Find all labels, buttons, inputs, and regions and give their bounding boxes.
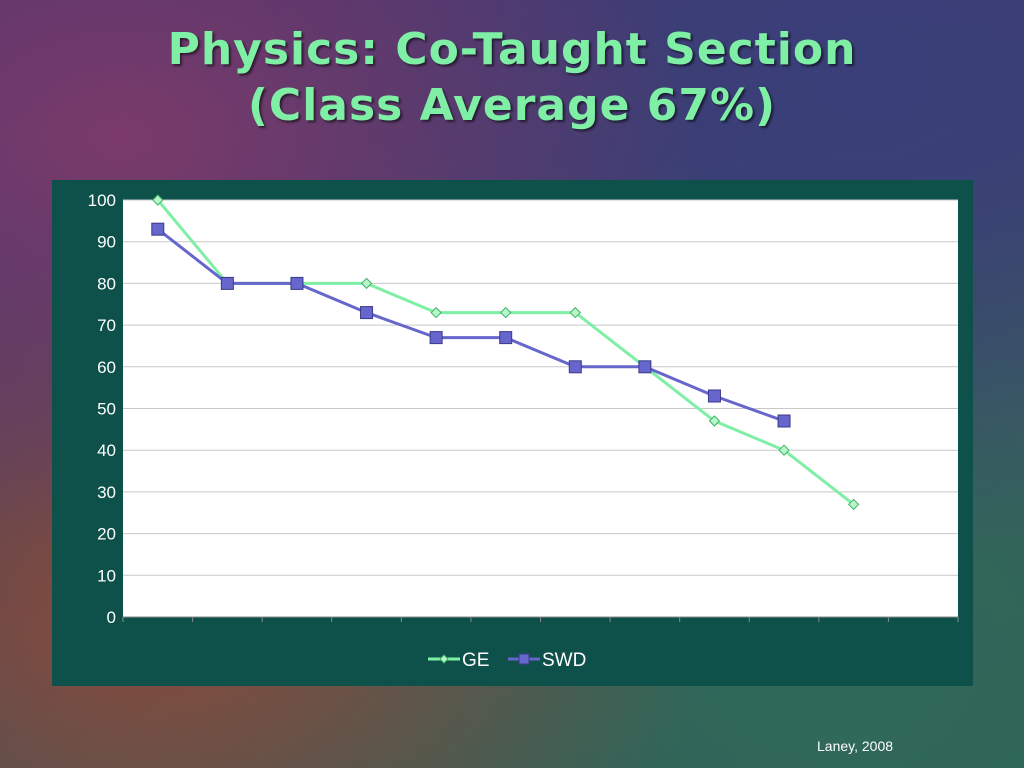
data-point-swd — [568, 360, 582, 374]
y-tick-label: 10 — [97, 566, 116, 585]
legend-marker-swd — [518, 653, 530, 665]
data-point-swd — [290, 276, 304, 290]
y-tick-label: 20 — [97, 525, 116, 544]
data-point-ge — [708, 415, 721, 427]
data-point-swd — [707, 389, 721, 403]
title-line-2: (Class Average 67%) — [247, 80, 777, 131]
series-line-swd — [156, 228, 785, 423]
y-tick-label: 90 — [97, 233, 116, 252]
legend-label-ge: GE — [462, 650, 489, 671]
y-tick-label: 0 — [107, 608, 116, 627]
y-tick-label: 30 — [97, 483, 116, 502]
y-tick-label: 100 — [88, 191, 116, 210]
data-point-swd — [151, 222, 165, 236]
data-point-swd — [777, 414, 791, 428]
data-point-swd — [638, 360, 652, 374]
chart-container: 0 10 20 30 40 50 60 70 80 90 100 GE SWD — [52, 180, 973, 686]
data-point-ge — [430, 306, 442, 319]
data-point-ge — [152, 194, 164, 206]
y-tick-label: 80 — [97, 274, 116, 293]
legend-label-swd: SWD — [542, 650, 586, 671]
y-tick-label: 50 — [97, 400, 116, 419]
data-point-ge — [500, 306, 512, 319]
credit-text: Laney, 2008 — [817, 738, 894, 754]
data-point-swd — [429, 331, 443, 345]
y-tick-label: 60 — [97, 358, 116, 377]
data-point-ge — [847, 498, 860, 511]
data-point-swd — [360, 306, 374, 320]
slide-title: Physics: Co-Taught Section (Class Averag… — [0, 22, 1024, 134]
y-tick-label: 70 — [97, 316, 116, 335]
data-point-ge — [569, 306, 581, 319]
data-point-ge — [778, 444, 790, 456]
data-point-ge — [360, 277, 373, 290]
legend-marker-ge — [439, 654, 449, 664]
data-point-swd — [220, 276, 234, 290]
data-point-swd — [499, 331, 513, 345]
title-line-1: Physics: Co-Taught Section — [167, 24, 857, 75]
line-chart: 0 10 20 30 40 50 60 70 80 90 100 GE SWD — [88, 191, 959, 671]
y-tick-label: 40 — [97, 441, 116, 460]
